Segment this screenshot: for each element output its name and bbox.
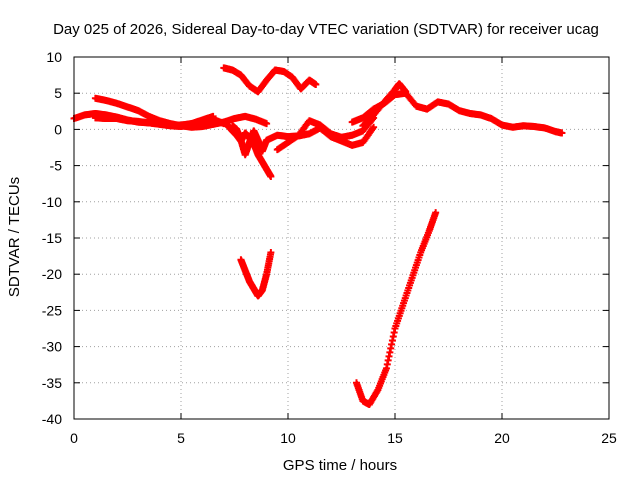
- x-tick-label: 25: [601, 430, 617, 446]
- series-track-h: [348, 89, 566, 137]
- y-tick-label: 5: [54, 85, 62, 101]
- data-point: [402, 88, 410, 96]
- y-tick-label: 10: [46, 49, 62, 65]
- y-tick-label: -35: [42, 375, 62, 391]
- series-track-k: [352, 209, 440, 409]
- y-tick-label: -10: [42, 194, 62, 210]
- y-tick-label: -25: [42, 302, 62, 318]
- data-points: [70, 64, 566, 409]
- data-point: [370, 123, 378, 131]
- y-tick-label: -40: [42, 411, 62, 427]
- y-tick-label: -15: [42, 230, 62, 246]
- x-tick-label: 5: [177, 430, 185, 446]
- series-track-i: [359, 80, 410, 130]
- y-axis-label: SDTVAR / TECUs: [6, 177, 23, 297]
- grid-lines: [74, 57, 609, 419]
- chart-title: Day 025 of 2026, Sidereal Day-to-day VTE…: [53, 21, 599, 38]
- data-point: [432, 209, 440, 217]
- y-tick-label: 0: [54, 121, 62, 137]
- data-point: [267, 248, 275, 256]
- data-point: [312, 81, 320, 89]
- x-tick-label: 20: [494, 430, 510, 446]
- plot-frame: [73, 56, 610, 420]
- y-tick-label: -5: [50, 158, 63, 174]
- x-tick-label: 10: [280, 430, 296, 446]
- series-track-f: [273, 114, 378, 154]
- x-tick-label: 15: [387, 430, 403, 446]
- x-tick-label: 0: [70, 430, 78, 446]
- data-point: [558, 129, 566, 137]
- x-axis-label: GPS time / hours: [283, 457, 397, 474]
- series-track-e: [228, 122, 378, 159]
- data-point: [267, 172, 275, 180]
- series-track-g: [220, 64, 320, 96]
- data-point: [263, 120, 271, 128]
- y-tick-label: -30: [42, 339, 62, 355]
- series-track-j: [237, 248, 275, 300]
- y-tick-label: -20: [42, 266, 62, 282]
